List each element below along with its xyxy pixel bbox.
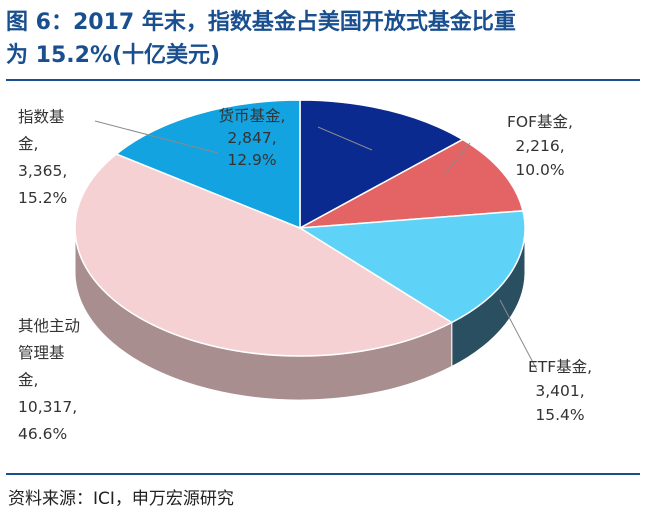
data-label-2: ETF基金, 3,401, 15.4% [528, 358, 592, 424]
data-label-1-line-2: 10.0% [515, 161, 564, 179]
leader-line-4 [94, 120, 219, 154]
data-label-4: 指数基金, 3,365, 15.2% [18, 108, 67, 207]
data-label-3-line-2: 金, [18, 371, 38, 389]
data-label-3: 其他主动管理基金, 10,317, 46.6% [18, 317, 80, 443]
data-label-1-line-0: FOF基金, [507, 113, 573, 131]
pie-slice-4 [114, 99, 301, 230]
data-label-1: FOF基金, 2,216, 10.0% [507, 113, 573, 179]
data-label-2-line-0: ETF基金, [528, 358, 592, 376]
pie-slice-1 [299, 138, 524, 229]
data-label-4-line-0: 指数基 [18, 108, 65, 126]
data-label-0-line-0: 货币基金, [219, 107, 286, 125]
chart-title-line1: 图 6：2017 年末，指数基金占美国开放式基金比重 [6, 10, 516, 35]
source-divider [6, 473, 640, 475]
leader-line-0 [317, 126, 373, 151]
data-label-2-line-2: 15.4% [535, 406, 584, 424]
data-label-4-line-3: 15.2% [18, 189, 67, 207]
leader-line-1 [445, 142, 471, 174]
source-note: 资料来源：ICI，申万宏源研究 [8, 489, 234, 509]
pie-slice-0 [299, 99, 465, 230]
pie-slice-3 [74, 153, 454, 357]
data-label-4-line-2: 3,365, [18, 162, 67, 180]
data-label-3-line-3: 10,317, [18, 398, 77, 416]
data-label-3-line-1: 管理基 [18, 344, 65, 362]
pie-slice-2 [297, 210, 526, 324]
data-label-3-line-0: 其他主动 [18, 317, 80, 335]
data-label-4-line-1: 金, [18, 135, 38, 153]
chart-title: 图 6：2017 年末，指数基金占美国开放式基金比重 为 15.2%(十亿美元) [6, 6, 646, 72]
chart-title-line2: 为 15.2%(十亿美元) [6, 43, 221, 68]
data-label-0-line-1: 2,847, [227, 129, 276, 147]
data-label-0-line-2: 12.9% [227, 151, 276, 169]
data-label-3-line-4: 46.6% [18, 425, 67, 443]
data-label-1-line-1: 2,216, [515, 137, 564, 155]
leader-line-2 [499, 299, 538, 371]
data-label-0: 货币基金, 2,847, 12.9% [219, 107, 286, 169]
data-label-2-line-1: 3,401, [535, 382, 584, 400]
title-divider [6, 79, 640, 81]
